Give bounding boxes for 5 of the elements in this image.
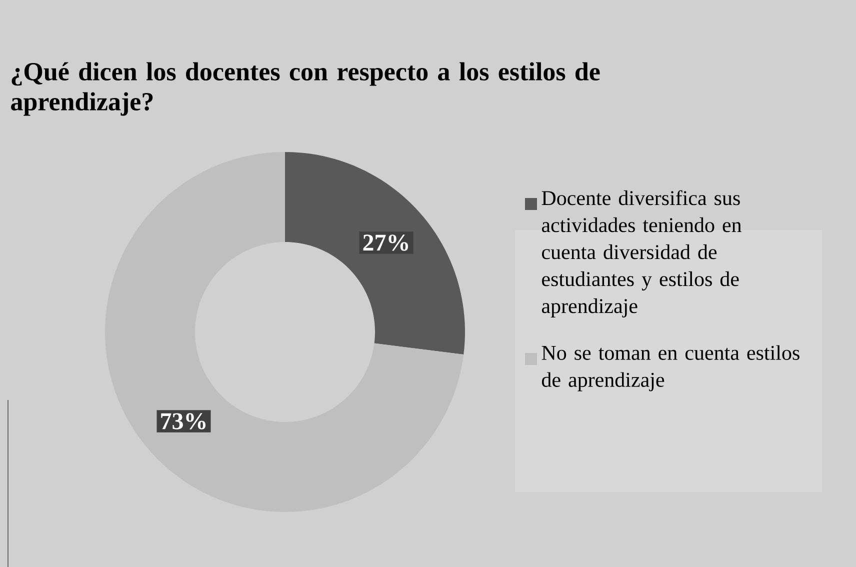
chart-title: ¿Qué dicen los docentes con respecto a los estilos de aprendizaje? (11, 62, 600, 116)
data-label: 73% (161, 412, 206, 430)
legend-label: No se toman en cuenta estilos de aprendizaje (542, 345, 800, 392)
data-label: 27% (363, 234, 408, 251)
legend-label: Docente diversifica sus actividades teniendo en cuenta diversidad de estudiantes y estilos de aprendizaje (542, 190, 742, 318)
